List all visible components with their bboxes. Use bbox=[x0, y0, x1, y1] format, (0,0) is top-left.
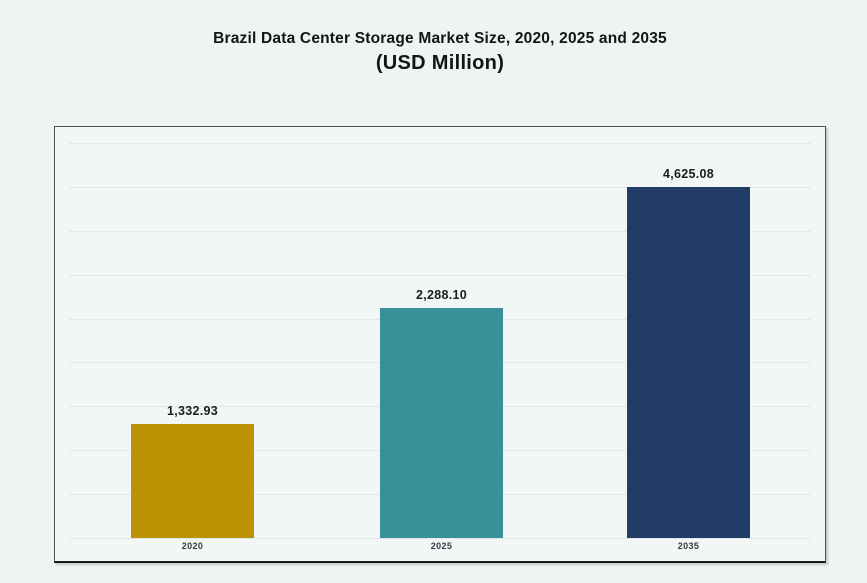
x-axis-label-2035: 2035 bbox=[677, 541, 700, 551]
gridline bbox=[69, 231, 811, 232]
bar-value-label-2035: 4,625.08 bbox=[662, 167, 715, 181]
gridline bbox=[69, 538, 811, 539]
bar-2025 bbox=[380, 308, 503, 538]
chart-plot-area: 1,332.93 2,288.10 4,625.08 2020 2025 203… bbox=[54, 126, 826, 563]
chart-title: Brazil Data Center Storage Market Size, … bbox=[54, 29, 826, 75]
gridline bbox=[69, 275, 811, 276]
chart-title-line1: Brazil Data Center Storage Market Size, … bbox=[213, 30, 667, 47]
x-axis-label-2020: 2020 bbox=[181, 541, 204, 551]
gridline bbox=[69, 187, 811, 188]
bar-2035 bbox=[627, 187, 750, 538]
x-axis-label-2025: 2025 bbox=[430, 541, 453, 551]
chart-title-subtitle: (USD Million) bbox=[375, 52, 505, 74]
bars-container: 1,332.93 2,288.10 4,625.08 bbox=[55, 127, 825, 561]
x-axis-labels: 2020 2025 2035 bbox=[55, 127, 825, 561]
bar-value-label-2020: 1,332.93 bbox=[166, 404, 219, 418]
bar-2020 bbox=[131, 424, 254, 538]
gridline bbox=[69, 143, 811, 144]
bar-value-label-2025: 2,288.10 bbox=[415, 288, 468, 302]
